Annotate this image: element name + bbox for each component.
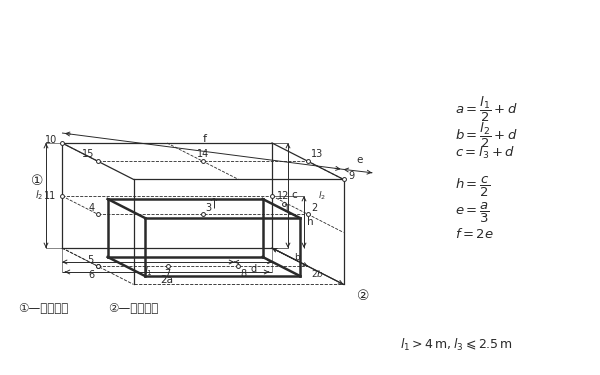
Text: c: c — [291, 190, 297, 201]
Text: b: b — [294, 253, 299, 262]
Text: 14: 14 — [197, 149, 209, 159]
Text: $2b$: $2b$ — [311, 268, 324, 279]
Text: $l_1$: $l_1$ — [143, 264, 152, 278]
Text: ②—发电机側: ②—发电机側 — [108, 302, 158, 315]
Text: 15: 15 — [82, 149, 95, 159]
Text: 3: 3 — [206, 203, 212, 213]
Text: 4: 4 — [89, 203, 95, 213]
Text: d: d — [250, 264, 256, 274]
Text: ①—发动机側: ①—发动机側 — [18, 302, 68, 315]
Text: $b=\dfrac{l_2}{2}+d$: $b=\dfrac{l_2}{2}+d$ — [455, 121, 518, 150]
Text: h: h — [307, 217, 314, 227]
Text: $l_2$: $l_2$ — [35, 189, 43, 202]
Text: 7: 7 — [164, 269, 171, 279]
Text: 10: 10 — [45, 135, 57, 145]
Text: $l_2$: $l_2$ — [318, 189, 326, 202]
Text: 12: 12 — [277, 191, 289, 201]
Text: 9: 9 — [349, 171, 355, 182]
Text: $a=\dfrac{l_1}{2}+d$: $a=\dfrac{l_1}{2}+d$ — [455, 95, 518, 124]
Text: 6: 6 — [89, 270, 95, 280]
Text: $c=l_3+d$: $c=l_3+d$ — [455, 145, 515, 161]
Text: $f=2e$: $f=2e$ — [455, 227, 494, 241]
Text: e: e — [356, 155, 363, 165]
Text: $h=\dfrac{c}{2}$: $h=\dfrac{c}{2}$ — [455, 175, 490, 199]
Text: 11: 11 — [44, 191, 56, 201]
Text: 1: 1 — [284, 204, 290, 214]
Text: 2: 2 — [311, 203, 317, 213]
Text: 8: 8 — [241, 269, 247, 279]
Text: $e=\dfrac{a}{3}$: $e=\dfrac{a}{3}$ — [455, 201, 490, 225]
Text: ②: ② — [357, 290, 370, 303]
Text: 5: 5 — [88, 255, 94, 265]
Text: $l_1>4\,\mathrm{m},l_3\leqslant2.5\,\mathrm{m}$: $l_1>4\,\mathrm{m},l_3\leqslant2.5\,\mat… — [400, 337, 513, 353]
Text: 13: 13 — [311, 149, 323, 159]
Text: f: f — [203, 134, 207, 144]
Text: 2a: 2a — [161, 275, 173, 285]
Text: ①: ① — [31, 174, 43, 188]
